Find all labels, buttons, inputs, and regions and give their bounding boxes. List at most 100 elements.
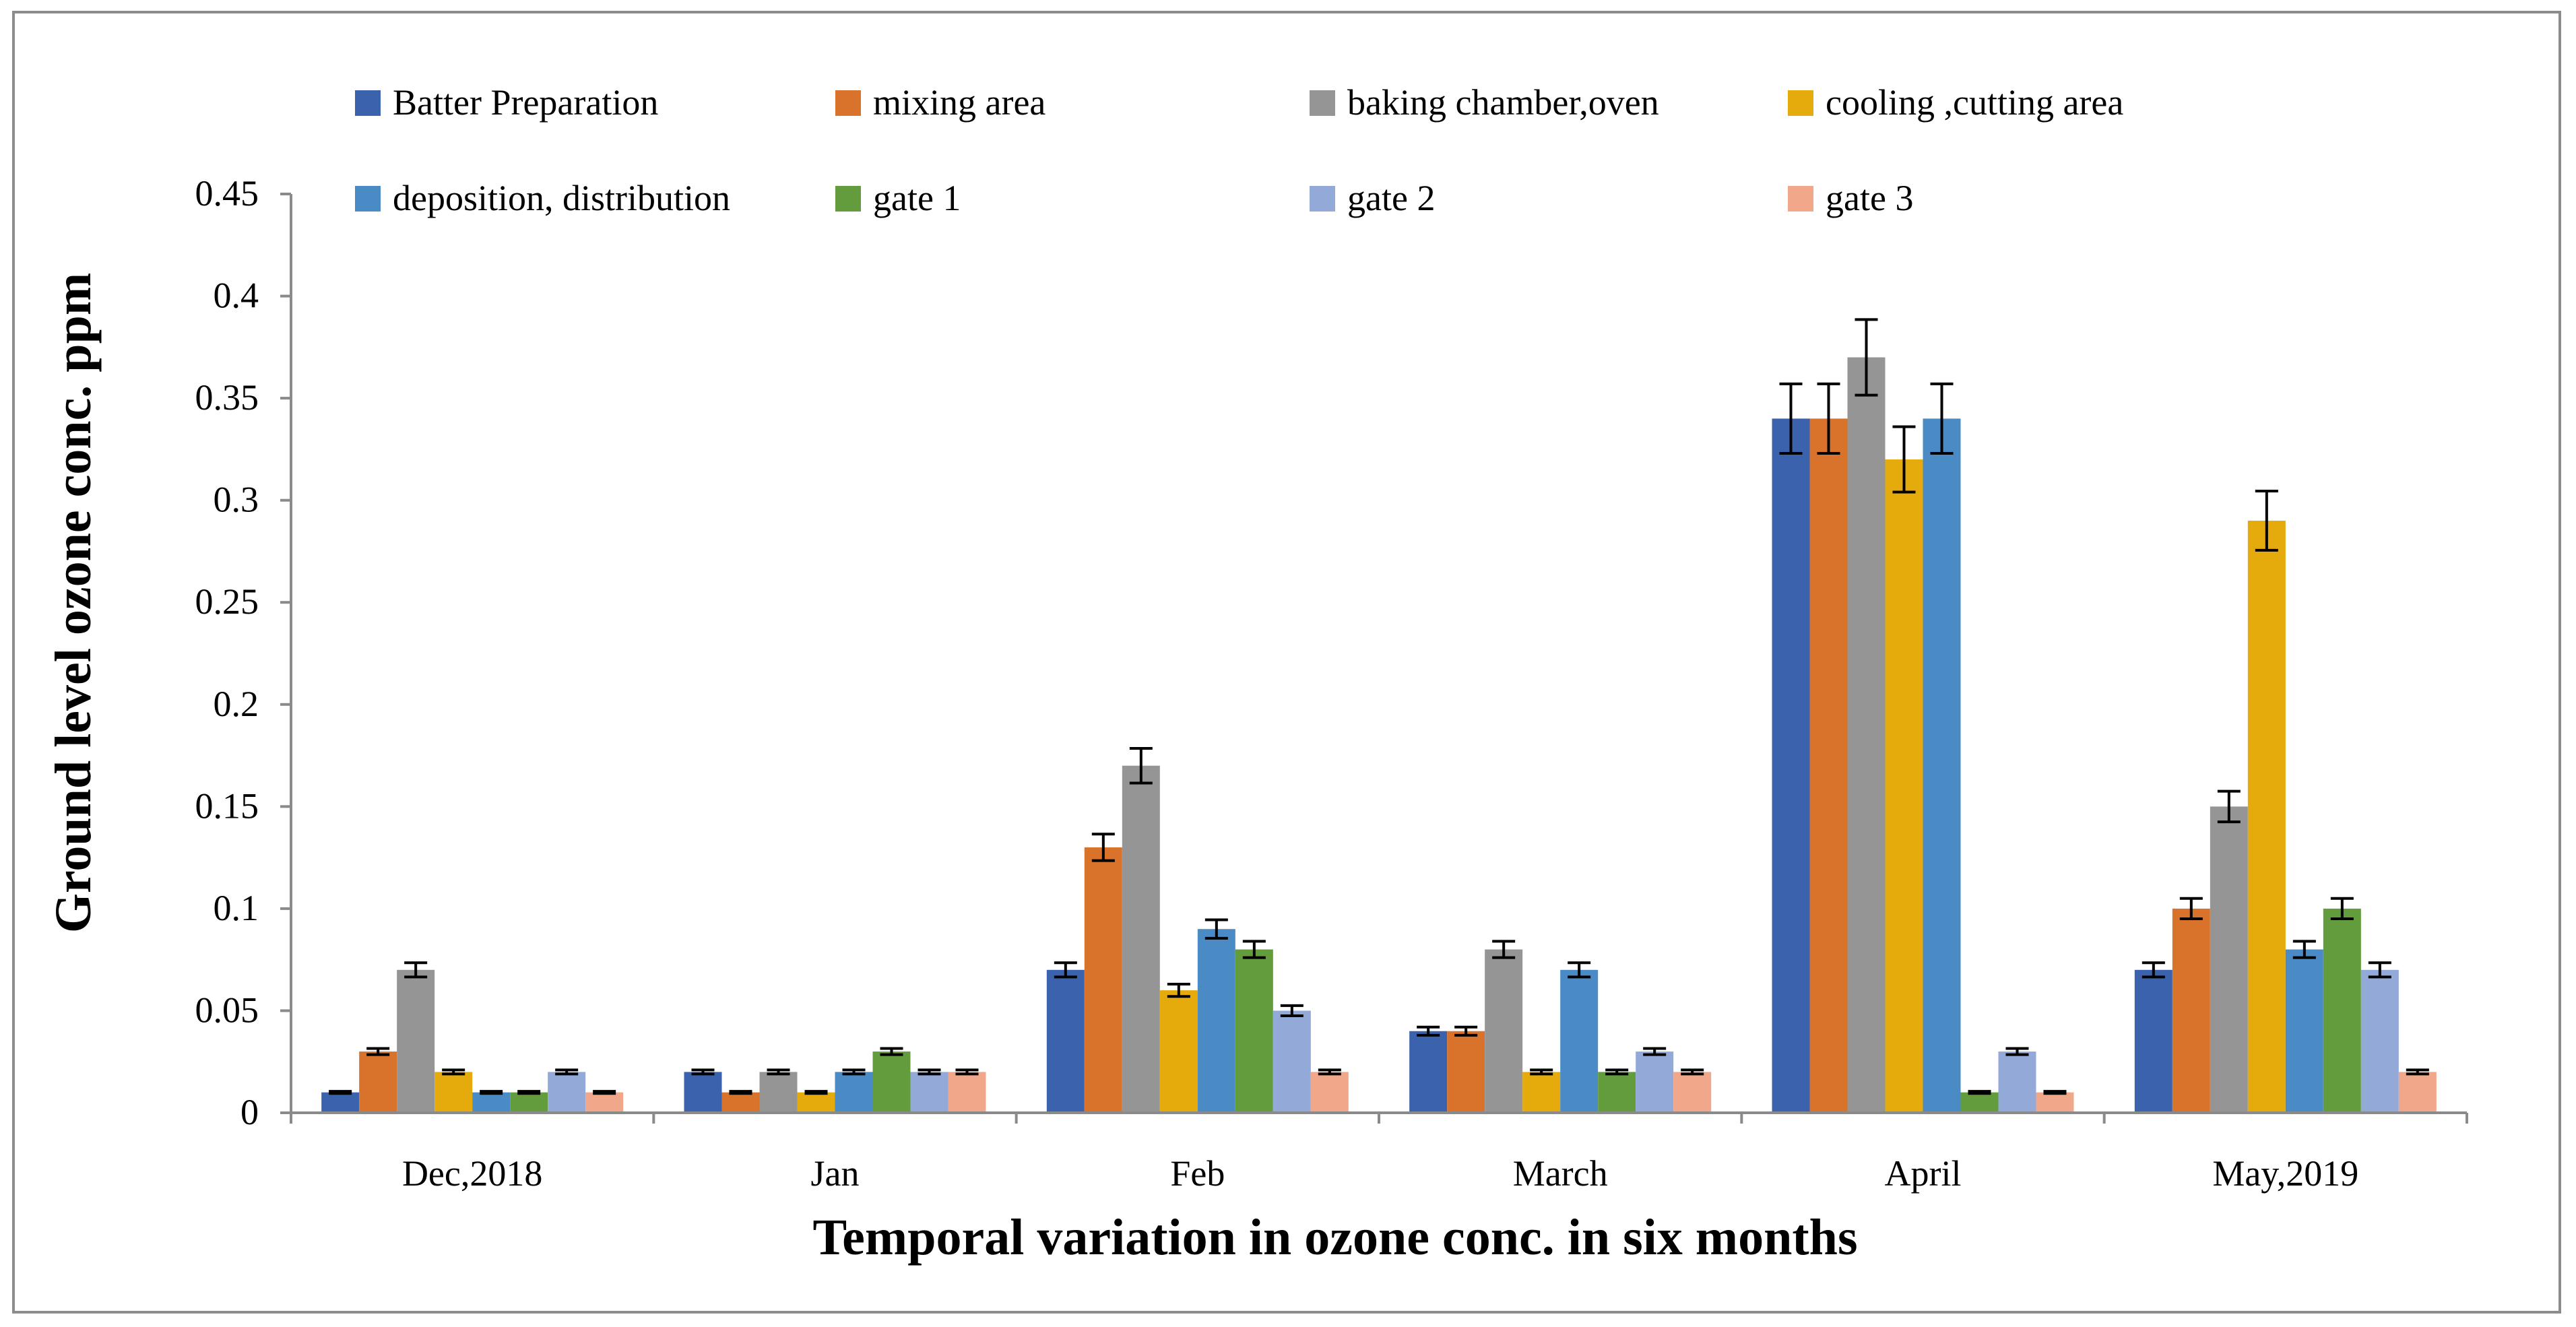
legend-swatch [835,90,861,116]
legend-label: gate 1 [873,178,961,218]
bar-cooling-cutting-area-april [1885,459,1923,1113]
error-bar-baking-chamber-oven-march [1492,940,1516,959]
bar-mixing-area-feb [1084,847,1122,1113]
x-tick-label: April [1885,1153,1962,1194]
axes [280,193,2468,1124]
bar-batter-preparation-march [1409,1031,1448,1113]
bar-gate-1-feb [1235,949,1273,1113]
y-tick-label: 0.05 [195,990,259,1030]
error-bar-batter-preparation-march [1417,1025,1440,1037]
legend-item-cooling-cutting-area: cooling ,cutting area [1788,82,2123,123]
error-bar-baking-chamber-oven-may-2019 [2217,789,2241,824]
bar-gate-3-feb [1310,1072,1349,1113]
error-bar-gate-2-march [1643,1047,1667,1056]
error-bar-batter-preparation-april [1779,382,1803,455]
bar-baking-chamber-oven-dec-2018 [397,969,435,1113]
y-tick-label: 0.25 [195,581,259,622]
x-tick-label: Dec,2018 [402,1153,542,1194]
bar-gate-2-march [1636,1051,1674,1113]
legend-label: deposition, distribution [393,178,730,218]
legend-item-baking-chamber-oven: baking chamber,oven [1310,82,1659,123]
legend-label: cooling ,cutting area [1826,82,2123,123]
bar-deposition-distribution-feb [1197,929,1235,1113]
error-bar-gate-3-april [2043,1090,2067,1095]
bar-batter-preparation-may-2019 [2134,969,2172,1113]
bar-gate-2-may-2019 [2360,969,2399,1113]
error-bar-batter-preparation-jan [691,1068,715,1076]
bar-batter-preparation-jan [684,1072,722,1113]
error-bar-mixing-area-dec-2018 [366,1047,390,1056]
bar-baking-chamber-oven-may-2019 [2210,806,2248,1113]
legend-swatch [1310,90,1335,116]
y-tick-label: 0.15 [195,785,259,826]
error-bar-mixing-area-march [1454,1025,1478,1037]
legend-swatch [1788,186,1813,212]
y-axis-label: Ground level ozone conc. ppm [45,273,102,933]
bar-gate-1-april [1960,1092,1999,1113]
error-bar-mixing-area-april [1817,382,1840,455]
legend-item-batter-preparation: Batter Preparation [355,82,658,123]
chart-frame: 0 0.05 0.1 0.15 0.2 0.25 0.3 0.35 0.4 0.45 Dec,20… [12,11,2561,1314]
legend-swatch [1788,90,1813,116]
x-axis-ticks: Dec,2018 Jan Feb March April May,2019 [402,1153,2358,1194]
y-tick-label: 0.4 [214,276,259,316]
bar-cooling-cutting-area-dec-2018 [434,1072,473,1113]
error-bar-deposition-distribution-jan [842,1068,866,1076]
bar-gate-2-dec-2018 [548,1072,586,1113]
error-bar-deposition-distribution-march [1568,961,1591,979]
bar-mixing-area-jan [721,1092,760,1113]
error-bar-deposition-distribution-april [1930,382,1954,455]
bar-gate-3-jan [948,1072,986,1113]
error-bar-gate-1-april [1968,1090,1991,1095]
bars [321,357,2437,1113]
error-bar-gate-1-march [1605,1068,1629,1076]
x-axis-label: Temporal variation in ozone conc. in six… [812,1209,1857,1266]
legend-label: Batter Preparation [393,82,658,123]
bar-gate-1-may-2019 [2323,908,2361,1113]
error-bar-deposition-distribution-dec-2018 [480,1090,503,1095]
bar-cooling-cutting-area-feb [1159,990,1198,1113]
bar-gate-3-march [1673,1072,1712,1113]
bar-cooling-cutting-area-may-2019 [2247,520,2286,1113]
legend-swatch [1310,186,1335,212]
bar-batter-preparation-feb [1046,969,1085,1113]
y-tick-label: 0.35 [195,377,259,418]
legend-label: mixing area [873,82,1045,123]
error-bars [329,318,2429,1095]
bar-chart: 0 0.05 0.1 0.15 0.2 0.25 0.3 0.35 0.4 0.45 Dec,20… [45,82,2468,1266]
error-bar-cooling-cutting-area-jan [804,1090,828,1095]
bar-gate-1-march [1598,1072,1636,1113]
error-bar-cooling-cutting-area-feb [1167,983,1190,998]
error-bar-gate-1-may-2019 [2330,897,2354,921]
bar-deposition-distribution-jan [835,1072,873,1113]
bar-baking-chamber-oven-feb [1122,765,1160,1113]
bar-mixing-area-march [1447,1031,1485,1113]
legend-swatch [355,90,381,116]
x-tick-label: May,2019 [2212,1153,2358,1194]
error-bar-gate-1-feb [1242,940,1266,959]
bar-gate-2-april [1998,1051,2036,1113]
y-tick-label: 0.45 [195,173,259,214]
error-bar-cooling-cutting-area-dec-2018 [442,1068,465,1076]
legend-item-gate-3: gate 3 [1788,178,1913,218]
bar-cooling-cutting-area-jan [797,1092,835,1113]
legend-swatch [355,186,381,212]
error-bar-cooling-cutting-area-april [1892,425,1916,494]
error-bar-gate-1-jan [880,1047,903,1056]
bar-batter-preparation-april [1772,418,1810,1113]
bar-cooling-cutting-area-march [1522,1072,1561,1113]
error-bar-gate-2-may-2019 [2368,961,2391,979]
legend-item-deposition-distribution: deposition, distribution [355,178,730,218]
error-bar-deposition-distribution-feb [1204,918,1228,940]
bar-gate-1-dec-2018 [510,1092,548,1113]
bar-gate-3-april [2036,1092,2074,1113]
error-bar-mixing-area-may-2019 [2179,897,2203,921]
bar-deposition-distribution-may-2019 [2285,949,2323,1113]
bar-gate-3-dec-2018 [585,1092,624,1113]
error-bar-batter-preparation-dec-2018 [329,1090,352,1095]
bar-gate-3-may-2019 [2398,1072,2437,1113]
error-bar-cooling-cutting-area-march [1530,1068,1553,1076]
bar-baking-chamber-oven-jan [759,1072,798,1113]
bar-gate-2-jan [910,1072,948,1113]
bar-deposition-distribution-april [1923,418,1961,1113]
